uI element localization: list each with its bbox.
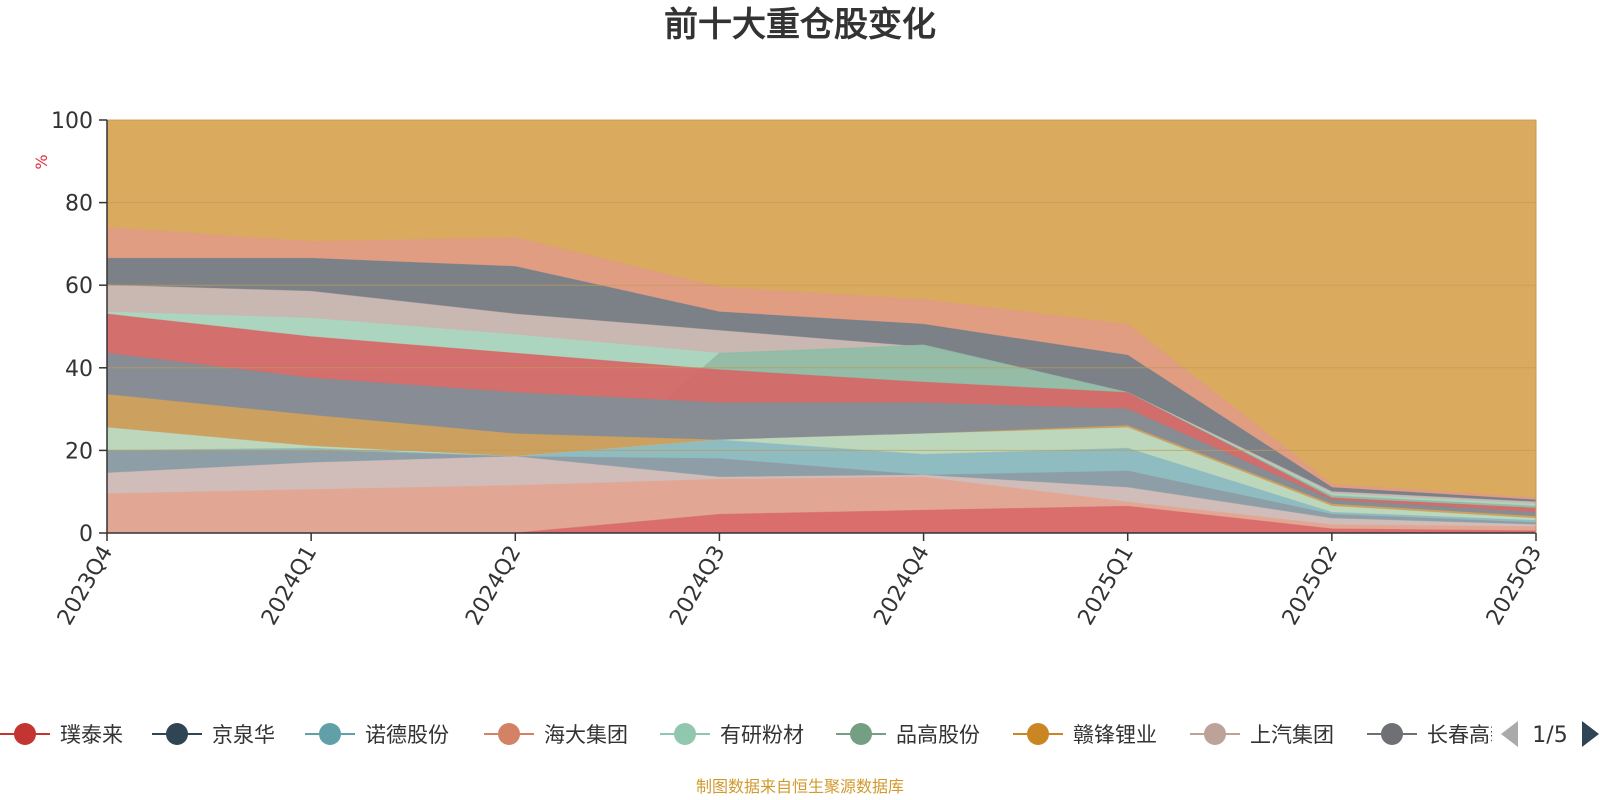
legend-label: 璞泰来 xyxy=(60,723,123,747)
legend-pager[interactable]: 1/5 xyxy=(1501,721,1599,748)
legend-label: 诺德股份 xyxy=(365,723,449,747)
legend-item-5[interactable]: 品高股份 xyxy=(836,723,980,747)
legend-marker-icon xyxy=(14,723,36,745)
x-tick-label: 2024Q3 xyxy=(665,542,730,630)
legend-marker-icon xyxy=(166,723,188,745)
x-tick-label: 2025Q2 xyxy=(1278,542,1343,630)
legend-marker-icon xyxy=(1381,723,1403,745)
legend-item-8[interactable]: 长春高新 xyxy=(1367,723,1511,747)
legend-marker-icon xyxy=(1204,723,1226,745)
x-tick-label: 2025Q1 xyxy=(1074,542,1139,630)
legend-prev-page-icon[interactable] xyxy=(1501,721,1518,747)
legend-label: 品高股份 xyxy=(896,723,980,747)
legend-label: 赣锋锂业 xyxy=(1073,723,1157,747)
y-axis-unit-label: % xyxy=(32,154,51,169)
legend-label: 海大集团 xyxy=(544,723,628,747)
legend-marker-icon xyxy=(674,723,696,745)
legend-marker-icon xyxy=(319,723,341,745)
legend-marker-icon xyxy=(1027,723,1049,745)
legend-item-7[interactable]: 上汽集团 xyxy=(1190,723,1334,747)
grid-lines xyxy=(107,119,1536,451)
x-tick-label: 2024Q2 xyxy=(461,542,526,630)
legend-page-indicator: 1/5 xyxy=(1532,723,1567,748)
legend-label: 长春高新 xyxy=(1427,723,1511,747)
x-tick-label: 2024Q1 xyxy=(257,542,322,630)
legend-label: 京泉华 xyxy=(212,723,275,747)
legend-item-3[interactable]: 海大集团 xyxy=(484,723,628,747)
legend-item-0[interactable]: 璞泰来 xyxy=(0,723,123,747)
legend-marker-icon xyxy=(850,723,872,745)
legend-item-1[interactable]: 京泉华 xyxy=(152,723,275,747)
y-tick-label: 0 xyxy=(79,522,93,547)
legend-next-page-icon[interactable] xyxy=(1582,721,1599,747)
legend[interactable]: 璞泰来 京泉华 诺德股份 海大集团 有研粉材 品高股份 赣锋锂业 上汽集团 长春高新 xyxy=(0,723,1511,747)
y-tick-label: 40 xyxy=(65,357,93,382)
data-source-note: 制图数据来自恒生聚源数据库 xyxy=(696,777,904,796)
chart-title: 前十大重仓股变化 xyxy=(664,5,936,45)
x-tick-label: 2023Q4 xyxy=(53,542,118,630)
legend-item-4[interactable]: 有研粉材 xyxy=(660,723,804,747)
legend-item-6[interactable]: 赣锋锂业 xyxy=(1013,723,1157,747)
y-tick-label: 20 xyxy=(65,439,93,464)
x-tick-label: 2025Q3 xyxy=(1482,542,1547,630)
y-tick-label: 80 xyxy=(65,192,93,217)
y-tick-label: 100 xyxy=(51,109,93,134)
y-tick-label: 60 xyxy=(65,274,93,299)
area-series-group xyxy=(106,119,1537,534)
legend-marker-icon xyxy=(498,723,520,745)
legend-label: 上汽集团 xyxy=(1250,723,1334,747)
legend-label: 有研粉材 xyxy=(720,723,804,747)
legend-item-2[interactable]: 诺德股份 xyxy=(305,723,449,747)
x-tick-label: 2024Q4 xyxy=(869,542,934,630)
